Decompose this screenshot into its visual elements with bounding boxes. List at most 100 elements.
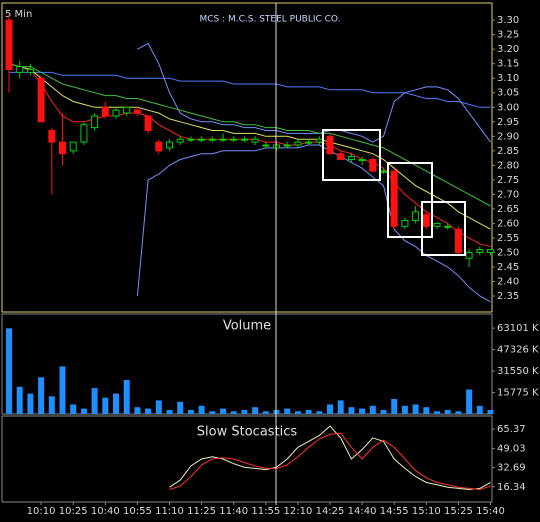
candle-body [59, 141, 66, 155]
y-tick-label: 3.00 [497, 102, 519, 113]
candle-body [412, 211, 420, 222]
candle-body [166, 141, 173, 149]
x-tick-label: 14:40 [348, 506, 377, 517]
y-tick-label: 63101 K [497, 323, 539, 334]
candle-body [369, 159, 377, 172]
x-tick-label: 10:40 [91, 506, 120, 517]
x-tick-label: 14:55 [380, 506, 409, 517]
volume-bar [6, 328, 12, 414]
volume-bar [305, 409, 312, 414]
y-tick-label: 15775 K [497, 388, 539, 399]
volume-bar [252, 407, 259, 414]
candle-body [487, 249, 494, 253]
volume-bar [369, 405, 376, 414]
candle-body [347, 156, 355, 161]
volume-bar [177, 401, 184, 414]
candle-body [476, 249, 484, 253]
y-tick-label: 2.85 [497, 146, 519, 157]
candle-body [5, 19, 13, 71]
y-tick-label: 3.20 [497, 44, 519, 55]
volume-bar [38, 377, 45, 414]
volume-bar [337, 400, 344, 414]
y-tick-label: 2.35 [497, 291, 519, 302]
interval-label: 5 Min [5, 9, 32, 20]
candle-body [251, 138, 259, 143]
volume-bar [91, 388, 98, 414]
x-tick-label: 12:10 [283, 506, 312, 517]
candle-body [101, 106, 109, 117]
overlay-line [136, 144, 491, 303]
panel-title: Slow Stocastics [197, 425, 298, 440]
y-tick-label: 3.10 [497, 73, 519, 84]
stochastic-line [169, 432, 491, 491]
volume-bar [444, 409, 451, 414]
x-tick-label: 15:10 [412, 506, 441, 517]
candle-body [176, 138, 184, 143]
stochastic-panel [1, 415, 493, 503]
candle-body [380, 170, 387, 173]
candle-body [26, 69, 34, 73]
highlight-box [421, 201, 466, 256]
volume-bar [434, 411, 440, 414]
candle-body [326, 135, 334, 155]
volume-bar [145, 408, 152, 414]
volume-bar [102, 397, 109, 414]
candle-body [80, 124, 88, 143]
candle-body [294, 141, 302, 146]
volume-bar [262, 411, 269, 414]
y-tick-label: 2.60 [497, 218, 519, 229]
y-tick-label: 3.30 [497, 15, 519, 26]
candle-body [48, 129, 56, 143]
volume-bar [80, 408, 87, 414]
candle-body [283, 144, 291, 147]
y-tick-label: 47326 K [497, 345, 539, 356]
volume-bar [487, 409, 494, 414]
candle-body [337, 153, 345, 161]
candle-body [219, 138, 227, 141]
candle-body [401, 220, 409, 227]
candle-body [133, 109, 141, 114]
volume-bar [113, 393, 119, 414]
y-tick-label: 65.37 [497, 424, 526, 435]
candle-body [305, 141, 313, 144]
y-tick-label: 2.45 [497, 262, 519, 273]
candle-body [358, 159, 366, 162]
candle-body [444, 225, 452, 228]
candle-body [37, 77, 45, 123]
y-tick-label: 2.40 [497, 277, 519, 288]
candle-body [208, 138, 216, 141]
chart-title: MCS : M.C.S. STEEL PUBLIC CO. [199, 15, 340, 25]
volume-bar [230, 411, 237, 414]
candle-body [187, 138, 195, 141]
x-tick-label: 10:10 [27, 506, 56, 517]
volume-bar [16, 386, 23, 414]
highlight-box [322, 129, 381, 181]
volume-bar [220, 408, 226, 414]
candle-body [112, 109, 120, 117]
y-tick-label: 2.80 [497, 160, 519, 171]
y-tick-label: 2.95 [497, 117, 519, 128]
overlay-line [9, 71, 491, 108]
x-tick-label: 11:40 [219, 506, 248, 517]
x-tick-label: 14:25 [316, 506, 345, 517]
volume-bar [198, 405, 205, 414]
x-tick-label: 11:10 [155, 506, 184, 517]
candle-body [465, 251, 473, 259]
x-tick-label: 11:25 [187, 506, 216, 517]
candle-body [123, 106, 131, 114]
y-tick-label: 2.65 [497, 204, 519, 215]
candle-body [433, 222, 441, 227]
volume-bar [359, 408, 366, 414]
volume-bar [294, 411, 301, 414]
volume-bar [284, 408, 291, 414]
volume-bar [391, 399, 398, 414]
volume-bar [187, 409, 194, 414]
y-tick-label: 49.03 [497, 443, 526, 454]
panel-title: Volume [223, 319, 271, 334]
y-tick-label: 2.50 [497, 247, 519, 258]
candle-body [240, 138, 248, 141]
volume-bar [455, 411, 462, 414]
y-tick-label: 3.25 [497, 30, 519, 41]
candle-body [390, 170, 398, 227]
